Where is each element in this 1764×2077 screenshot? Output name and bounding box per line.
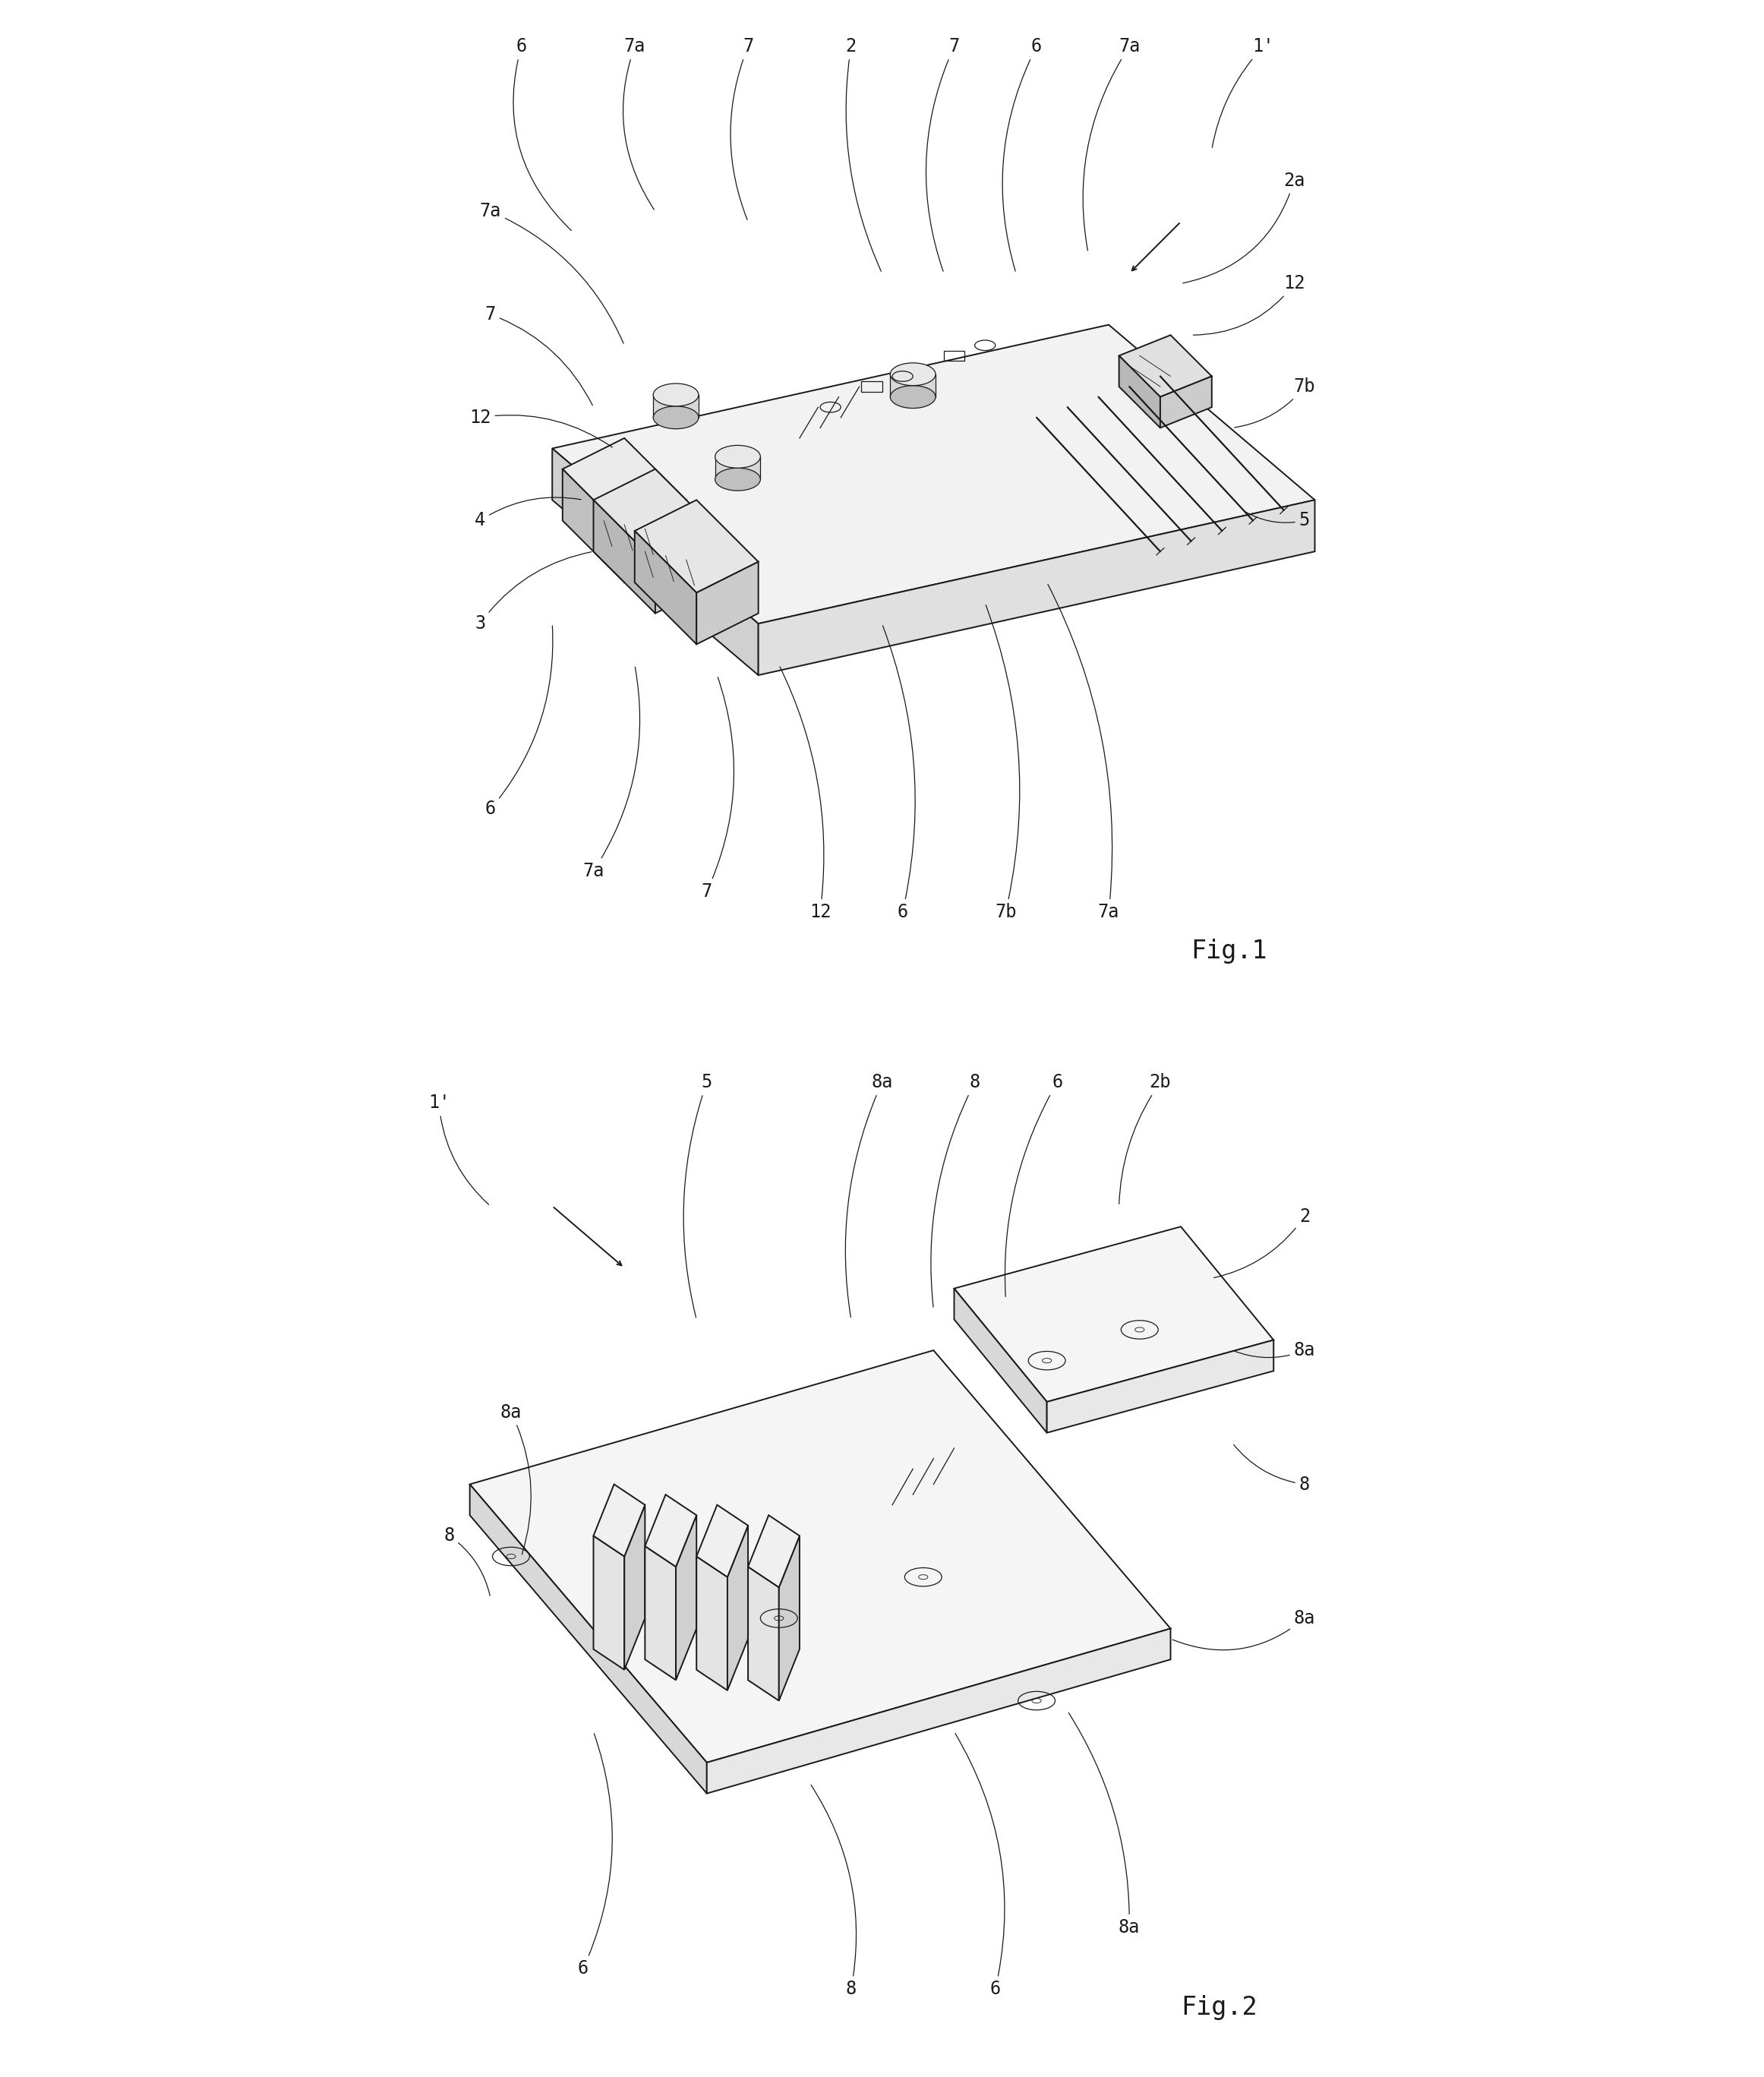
Text: 8: 8 (445, 1527, 490, 1595)
Text: 4: 4 (475, 496, 580, 530)
Text: 8a: 8a (1173, 1610, 1316, 1649)
Text: 2: 2 (1214, 1207, 1311, 1277)
Polygon shape (552, 449, 759, 675)
Polygon shape (624, 1506, 646, 1670)
Text: 12: 12 (780, 667, 831, 922)
Ellipse shape (891, 363, 935, 386)
Polygon shape (646, 1495, 697, 1566)
Polygon shape (1046, 1340, 1274, 1433)
Text: 6: 6 (882, 625, 916, 922)
Text: 2b: 2b (1118, 1074, 1171, 1205)
Polygon shape (891, 374, 935, 397)
Polygon shape (635, 501, 759, 592)
Ellipse shape (714, 444, 760, 467)
Polygon shape (748, 1516, 799, 1587)
Polygon shape (1161, 376, 1212, 428)
Text: 8a: 8a (845, 1074, 893, 1317)
Text: 7: 7 (485, 305, 593, 405)
Ellipse shape (653, 407, 699, 428)
Text: 2: 2 (845, 37, 882, 272)
Polygon shape (646, 1545, 676, 1680)
Text: 8a: 8a (501, 1404, 531, 1554)
Text: Fig.2: Fig.2 (1180, 1996, 1258, 2021)
Text: 8: 8 (1233, 1446, 1311, 1493)
Polygon shape (727, 1525, 748, 1691)
Text: 6: 6 (485, 625, 552, 818)
Polygon shape (1118, 334, 1212, 397)
Text: 3: 3 (475, 552, 591, 633)
Polygon shape (748, 1566, 780, 1701)
Polygon shape (1118, 355, 1161, 428)
Text: 7a: 7a (1083, 37, 1140, 251)
Text: 8: 8 (811, 1784, 857, 1998)
Polygon shape (469, 1485, 707, 1792)
Text: 8a: 8a (1235, 1342, 1316, 1360)
Text: 7a: 7a (582, 667, 640, 881)
Text: 7: 7 (730, 37, 753, 220)
Polygon shape (954, 1228, 1274, 1402)
Text: 5: 5 (683, 1074, 713, 1317)
Polygon shape (780, 1535, 799, 1701)
Text: 6: 6 (956, 1734, 1005, 1998)
Text: Fig.1: Fig.1 (1191, 939, 1268, 964)
Polygon shape (954, 1288, 1046, 1433)
Text: 1': 1' (1212, 37, 1274, 147)
Polygon shape (707, 1628, 1171, 1792)
Polygon shape (653, 395, 699, 417)
Polygon shape (635, 532, 697, 644)
Ellipse shape (714, 467, 760, 490)
Text: 8: 8 (931, 1074, 981, 1306)
Polygon shape (563, 469, 624, 582)
Text: 2a: 2a (1184, 172, 1305, 282)
Text: 12: 12 (1192, 274, 1305, 334)
Polygon shape (676, 1516, 697, 1680)
Polygon shape (563, 438, 686, 532)
Text: 6: 6 (579, 1734, 612, 1977)
Ellipse shape (891, 386, 935, 409)
Polygon shape (697, 561, 759, 644)
Polygon shape (593, 1485, 646, 1556)
Text: 7: 7 (926, 37, 960, 272)
Polygon shape (593, 469, 718, 561)
Text: 12: 12 (469, 409, 612, 447)
Polygon shape (552, 324, 1314, 623)
Polygon shape (697, 1556, 727, 1691)
Text: 1': 1' (429, 1095, 489, 1205)
Polygon shape (759, 501, 1314, 675)
Polygon shape (593, 1535, 624, 1670)
Text: 7a: 7a (480, 201, 623, 343)
Ellipse shape (653, 384, 699, 407)
Text: 5: 5 (1244, 511, 1311, 530)
Polygon shape (714, 457, 760, 480)
Polygon shape (654, 532, 718, 613)
Text: 7a: 7a (1048, 584, 1120, 922)
Text: 6: 6 (513, 37, 572, 231)
Polygon shape (697, 1506, 748, 1576)
Polygon shape (469, 1350, 1171, 1763)
Polygon shape (593, 501, 654, 613)
Text: 8a: 8a (1069, 1714, 1140, 1936)
Text: 7a: 7a (623, 37, 654, 210)
Text: 7b: 7b (1235, 378, 1316, 428)
Polygon shape (624, 501, 686, 582)
Text: 6: 6 (1005, 1074, 1062, 1296)
Text: 7b: 7b (986, 604, 1020, 922)
Text: 6: 6 (1002, 37, 1043, 272)
Text: 7: 7 (702, 677, 734, 901)
